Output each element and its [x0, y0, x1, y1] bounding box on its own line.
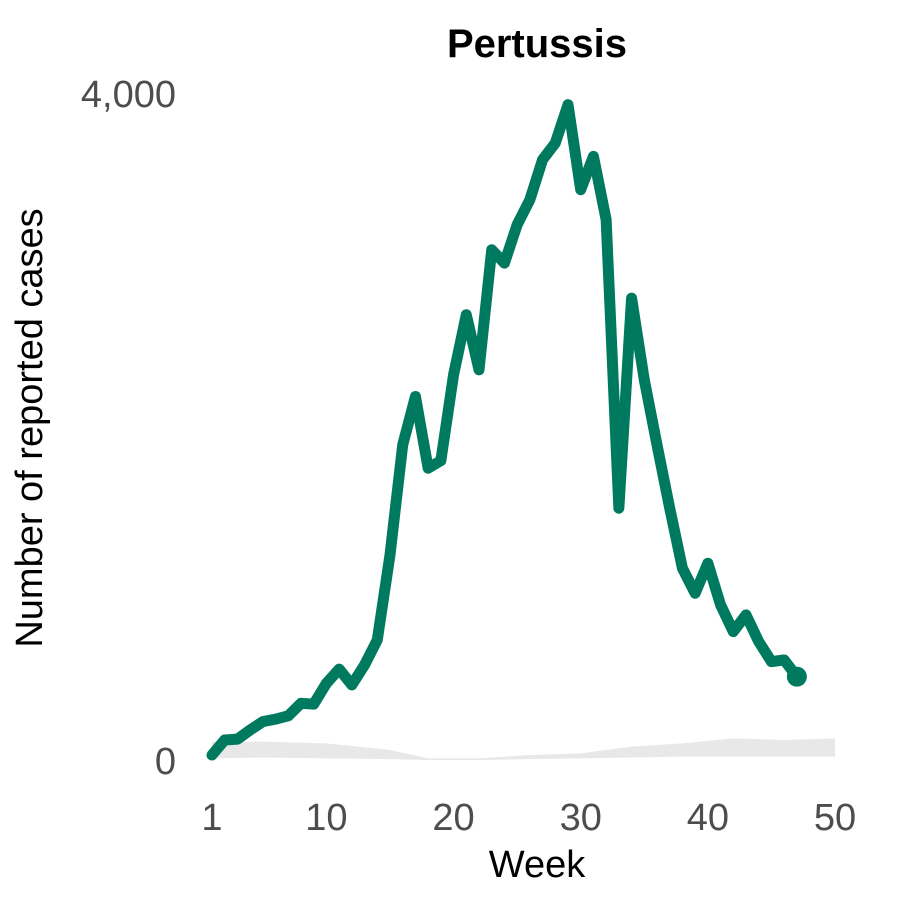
- x-tick-label: 1: [201, 797, 222, 839]
- y-axis-ticks: 0 4,000: [81, 74, 176, 783]
- x-tick-label: 40: [687, 797, 729, 839]
- x-axis-label: Week: [489, 844, 586, 886]
- historical-range-band: [212, 738, 835, 760]
- series-layer: [206, 99, 807, 761]
- x-tick-label: 30: [560, 797, 602, 839]
- x-tick-label: 50: [814, 797, 856, 839]
- historical-band-layer: [212, 738, 835, 760]
- series-line: [206, 99, 803, 761]
- x-axis-ticks: 1 10 20 30 40 50: [201, 797, 856, 839]
- y-axis-label: Number of reported cases: [9, 208, 51, 647]
- data-point: [786, 666, 807, 687]
- y-tick-label: 0: [155, 741, 176, 783]
- x-tick-label: 10: [305, 797, 347, 839]
- x-tick-label: 20: [432, 797, 474, 839]
- chart-title: Pertussis: [447, 22, 627, 66]
- y-tick-label: 4,000: [81, 74, 176, 116]
